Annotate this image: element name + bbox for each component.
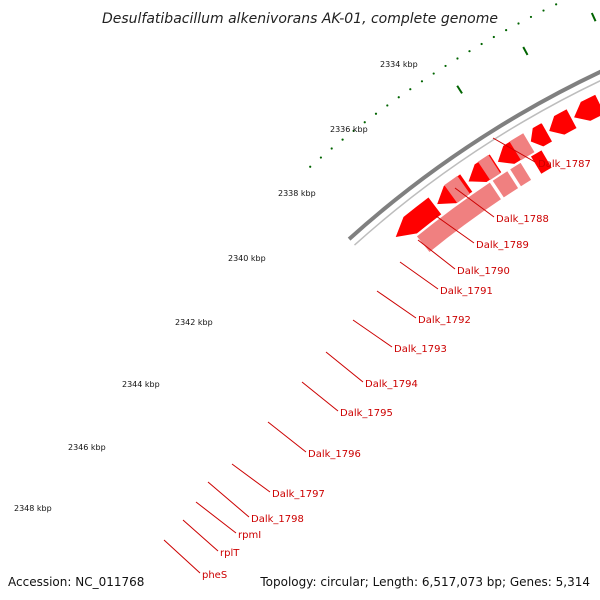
leader-line-0 [492, 137, 536, 163]
gc-dot [542, 9, 545, 12]
leader-line-12 [195, 501, 237, 534]
gc-dot [555, 3, 558, 6]
tick-label-2340: 2340 kbp [228, 254, 266, 263]
kbp-tick-5 [590, 12, 597, 22]
rp-forward-1 [477, 154, 501, 181]
tick-label-2334: 2334 kbp [380, 60, 418, 69]
gc-dot [505, 29, 508, 32]
gc-dot [374, 112, 378, 115]
gene-label-rpmi: rpmI [238, 530, 261, 541]
gc-dot [432, 72, 435, 75]
leader-line-3 [417, 239, 456, 270]
leader-line-9 [267, 421, 307, 453]
gc-dot [309, 165, 312, 168]
gc-dot [319, 156, 322, 159]
gene-label-dalk-1794: Dalk_1794 [365, 379, 418, 390]
rp-forward-0 [509, 133, 535, 161]
cds-reverse-4 [492, 171, 519, 198]
gc-dot [386, 104, 389, 107]
gc-dot [330, 147, 333, 150]
cds-forward-14 [529, 121, 554, 148]
leader-line-14 [163, 539, 201, 574]
gene-label-dalk-1789: Dalk_1789 [476, 240, 529, 251]
kbp-tick-7 [456, 85, 463, 94]
gene-label-rplt: rplT [220, 548, 240, 559]
gene-label-dalk-1798: Dalk_1798 [251, 514, 304, 525]
gc-dot [529, 15, 533, 19]
leader-line-1 [454, 187, 495, 218]
label-leader-lines [163, 137, 536, 574]
kbp-ticks [456, 12, 597, 94]
gc-dot [492, 35, 495, 39]
gc-dot [341, 138, 344, 141]
gene-label-phes: pheS [202, 570, 227, 581]
leader-line-4 [399, 261, 439, 290]
gene-label-dalk-1793: Dalk_1793 [394, 344, 447, 355]
gene-label-dalk-1790: Dalk_1790 [457, 266, 510, 277]
gene-features [394, 93, 600, 252]
gc-dot [517, 22, 520, 25]
backbone-outer-line [347, 69, 600, 241]
accession-text: Accession: NC_011768 [8, 575, 144, 589]
gene-label-dalk-1796: Dalk_1796 [308, 449, 361, 460]
kbp-tick-6 [522, 46, 529, 56]
tick-label-2336: 2336 kbp [330, 125, 368, 134]
genome-backbone [347, 69, 600, 246]
gene-label-dalk-1792: Dalk_1792 [418, 315, 471, 326]
leader-line-7 [325, 351, 364, 383]
leader-line-8 [301, 381, 339, 412]
cds-reverse-5 [416, 182, 501, 252]
leader-line-6 [352, 319, 393, 348]
backbone-inner-line [353, 80, 600, 246]
gene-label-dalk-1787: Dalk_1787 [538, 159, 591, 170]
cds-forward-18 [394, 196, 443, 239]
cds-forward-12 [572, 93, 600, 122]
leader-line-2 [435, 215, 475, 244]
tick-label-2342: 2342 kbp [175, 318, 213, 327]
cds-forward-13 [548, 108, 578, 136]
map-title: Desulfatibacillum alkenivorans AK-01, co… [102, 11, 498, 27]
tick-label-2348: 2348 kbp [14, 504, 52, 513]
leader-line-13 [182, 519, 219, 552]
gc-dot [352, 129, 355, 132]
cds-reverse-2 [530, 150, 552, 174]
leader-line-10 [231, 463, 271, 493]
gene-label-dalk-1791: Dalk_1791 [440, 286, 493, 297]
gc-dot [456, 57, 459, 60]
gene-label-dalk-1788: Dalk_1788 [496, 214, 549, 225]
tick-label-2346: 2346 kbp [68, 443, 106, 452]
cds-reverse-3 [510, 162, 532, 187]
tick-label-2338: 2338 kbp [278, 189, 316, 198]
gc-dot [468, 50, 471, 53]
gc-dot [480, 42, 483, 46]
gc-dot [409, 88, 412, 91]
gc-skew-dots [309, 3, 558, 168]
leader-line-11 [207, 481, 250, 518]
gc-dot [363, 121, 366, 124]
gc-dot [397, 96, 400, 99]
gene-label-dalk-1795: Dalk_1795 [340, 408, 393, 419]
tick-label-2344: 2344 kbp [122, 380, 160, 389]
gc-dot [444, 64, 447, 68]
genome-summary-text: Topology: circular; Length: 6,517,073 bp… [259, 575, 590, 589]
gc-dot [420, 80, 424, 83]
gene-label-dalk-1797: Dalk_1797 [272, 489, 325, 500]
leader-line-5 [376, 290, 417, 319]
